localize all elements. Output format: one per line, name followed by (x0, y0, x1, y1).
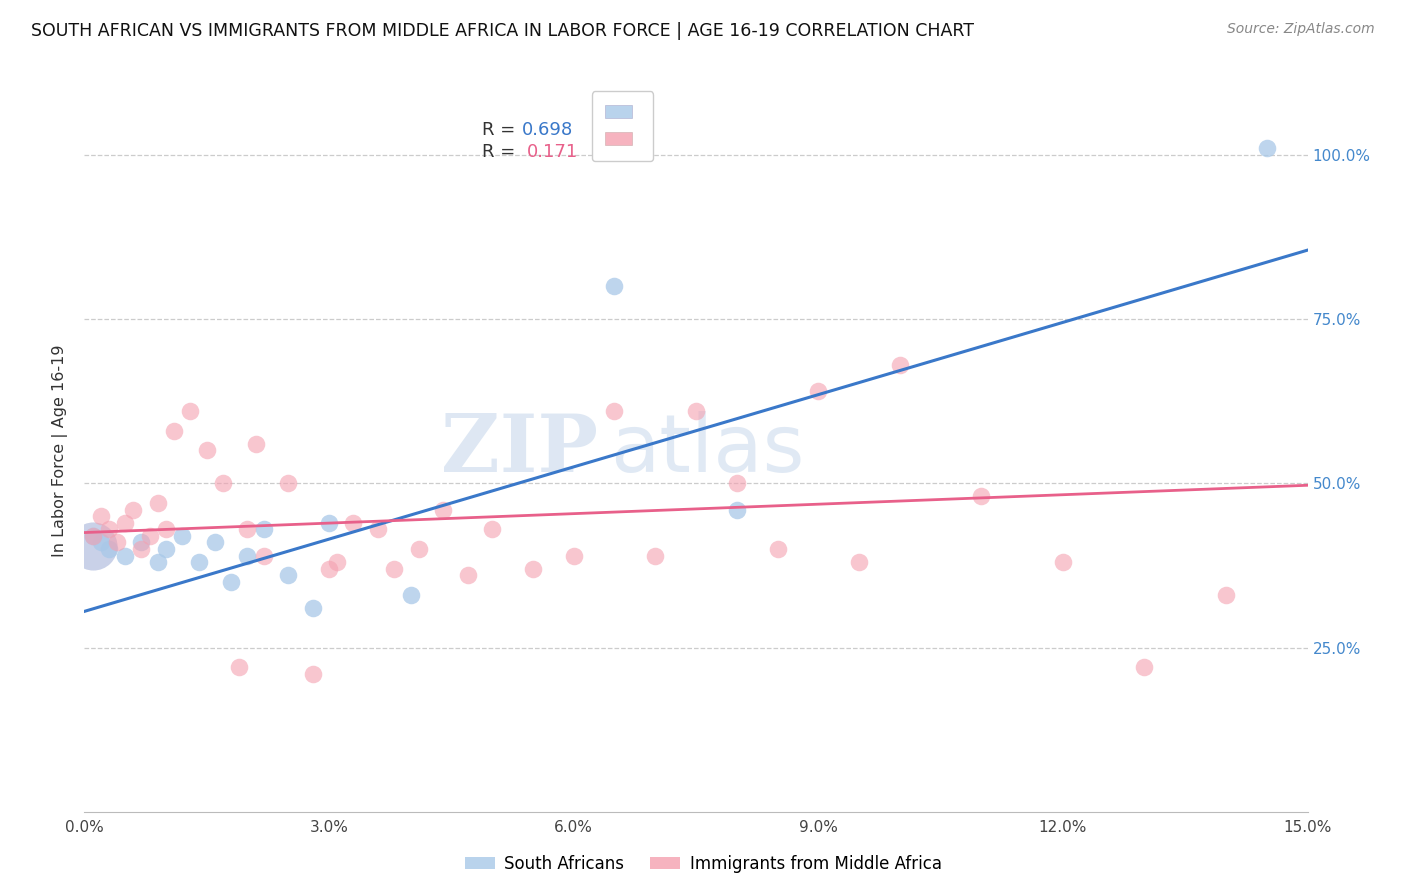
Point (725, 502, 748, 516)
Point (179, 404, 201, 418)
Point (138, 529, 160, 543)
Point (82, 539, 104, 553)
Text: R =: R = (482, 120, 520, 138)
Legend: , : , (592, 91, 654, 161)
Point (277, 476, 299, 491)
Text: 0.698: 0.698 (522, 120, 574, 138)
Text: atlas: atlas (610, 411, 804, 490)
Point (245, 437, 267, 451)
Point (122, 502, 145, 516)
Point (408, 541, 430, 556)
Point (236, 522, 259, 536)
Point (481, 522, 503, 536)
Legend: South Africans, Immigrants from Middle Africa: South Africans, Immigrants from Middle A… (458, 848, 948, 880)
Point (399, 588, 422, 602)
Point (807, 384, 830, 399)
Point (253, 522, 276, 536)
Point (301, 601, 323, 615)
Text: N =: N = (579, 120, 631, 138)
Point (82, 529, 104, 543)
Point (219, 574, 242, 589)
Point (228, 660, 250, 674)
Point (146, 496, 169, 510)
Point (172, 529, 194, 543)
Point (204, 535, 226, 549)
Point (253, 549, 276, 563)
Point (318, 562, 340, 576)
Text: ZIP: ZIP (441, 411, 598, 490)
Point (163, 424, 186, 438)
Point (766, 541, 789, 556)
Point (970, 490, 993, 504)
Point (603, 404, 626, 418)
Point (131, 541, 153, 556)
Point (82, 529, 104, 543)
Text: R =: R = (482, 143, 527, 161)
Text: 21: 21 (626, 120, 650, 138)
Point (212, 476, 235, 491)
Point (131, 535, 153, 549)
Point (603, 279, 626, 293)
Point (90, 535, 112, 549)
Point (644, 549, 666, 563)
Point (432, 502, 454, 516)
Point (457, 568, 479, 582)
Point (146, 555, 169, 569)
Point (1052, 555, 1074, 569)
Point (848, 555, 870, 569)
Point (685, 404, 707, 418)
Point (97, 541, 120, 556)
Point (97, 522, 120, 536)
Point (105, 535, 128, 549)
Point (522, 562, 544, 576)
Point (155, 541, 177, 556)
Point (301, 666, 323, 681)
Point (1215, 588, 1237, 602)
Point (889, 358, 911, 372)
Point (382, 562, 405, 576)
Point (342, 516, 364, 530)
Text: Source: ZipAtlas.com: Source: ZipAtlas.com (1227, 22, 1375, 37)
Text: N =: N = (579, 143, 631, 161)
Text: SOUTH AFRICAN VS IMMIGRANTS FROM MIDDLE AFRICA IN LABOR FORCE | AGE 16-19 CORREL: SOUTH AFRICAN VS IMMIGRANTS FROM MIDDLE … (31, 22, 974, 40)
Point (1133, 660, 1156, 674)
Text: 0.171: 0.171 (527, 143, 578, 161)
Point (326, 555, 349, 569)
Point (90, 509, 112, 524)
Point (277, 568, 299, 582)
Point (725, 476, 748, 491)
Point (562, 549, 585, 563)
Point (318, 516, 340, 530)
Point (114, 516, 136, 530)
Point (367, 522, 389, 536)
Point (155, 522, 177, 536)
Text: 43: 43 (626, 143, 650, 161)
Point (1256, 141, 1278, 155)
Point (195, 443, 218, 458)
Point (114, 549, 136, 563)
Point (187, 555, 209, 569)
Point (236, 549, 259, 563)
Y-axis label: In Labor Force | Age 16-19: In Labor Force | Age 16-19 (52, 344, 69, 557)
